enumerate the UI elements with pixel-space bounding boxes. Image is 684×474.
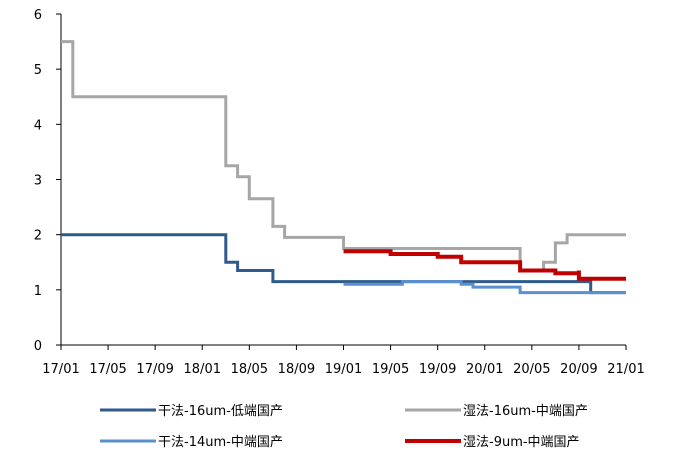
x-tick-label: 17/09 <box>136 362 173 377</box>
y-tick-label: 4 <box>34 118 42 133</box>
x-tick-label: 17/05 <box>89 362 126 377</box>
series-lines <box>61 40 626 295</box>
x-tick-label: 20/01 <box>466 362 503 377</box>
legend-label-1: 干法-16um-低端国产 <box>158 404 283 419</box>
series-line-2 <box>61 40 626 272</box>
y-axis: 0 1 2 3 4 5 6 <box>34 8 62 354</box>
series-line-3 <box>343 280 626 295</box>
x-tick-label: 18/09 <box>278 362 315 377</box>
x-tick-label: 18/05 <box>231 362 268 377</box>
x-tick-label: 19/05 <box>372 362 409 377</box>
legend-label-4: 湿法-9um-中端国产 <box>463 435 580 450</box>
x-tick-label: 20/09 <box>560 362 597 377</box>
y-tick-label: 5 <box>34 63 42 78</box>
x-tick-label: 20/05 <box>513 362 550 377</box>
x-tick-label: 21/01 <box>607 362 644 377</box>
series-line-1 <box>61 233 626 295</box>
y-tick-label: 0 <box>34 339 42 354</box>
y-tick-label: 6 <box>34 8 42 23</box>
legend-label-2: 湿法-16um-中端国产 <box>463 404 588 419</box>
x-tick-label: 17/01 <box>42 362 79 377</box>
x-tick-label: 18/01 <box>184 362 221 377</box>
legend-label-3: 干法-14um-中端国产 <box>158 435 283 450</box>
y-tick-label: 1 <box>34 284 42 299</box>
y-tick-label: 3 <box>34 174 42 189</box>
x-tick-label: 19/09 <box>419 362 456 377</box>
x-tick-label: 19/01 <box>325 362 362 377</box>
series-line-4 <box>343 249 626 281</box>
x-axis: 17/01 17/05 17/09 18/01 18/05 18/09 19/01 19/05… <box>42 344 645 377</box>
y-tick-label: 2 <box>34 229 42 244</box>
